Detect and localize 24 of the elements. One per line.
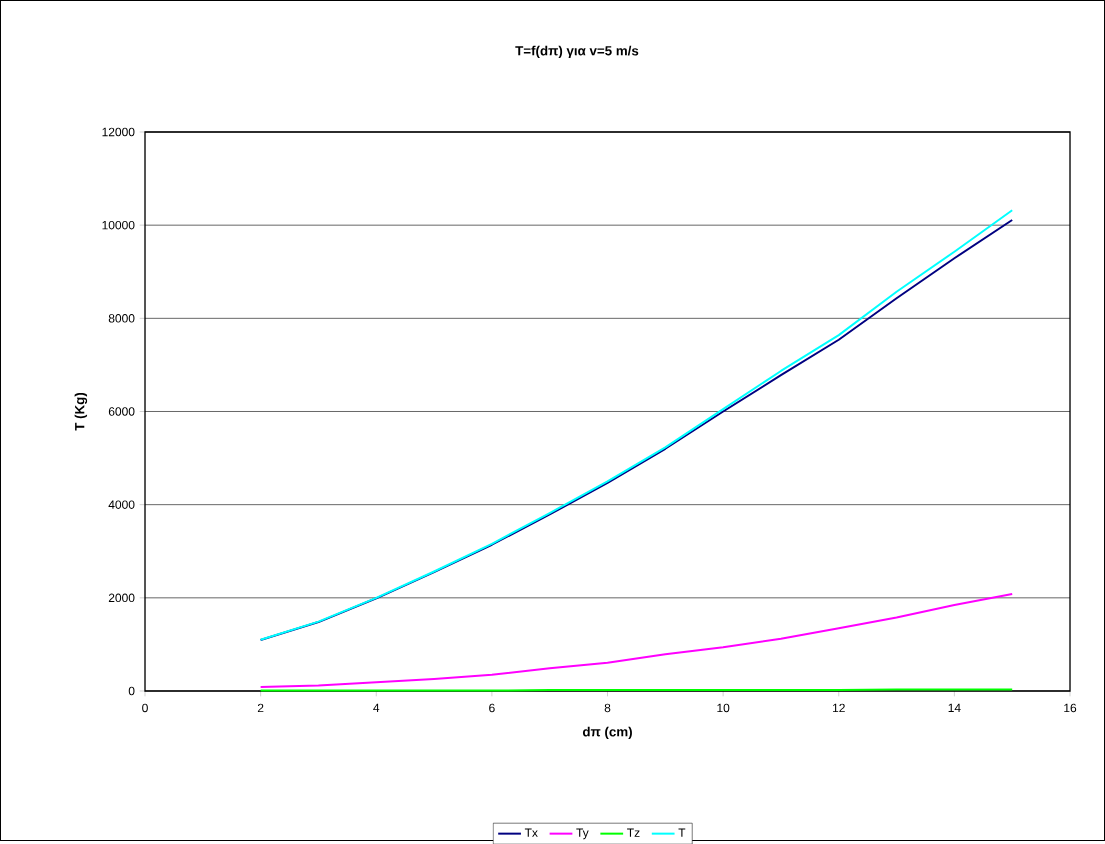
y-tick-label: 2000: [108, 593, 135, 602]
x-tick-label: 12: [833, 703, 845, 712]
x-axis-title: dπ (cm): [582, 726, 632, 739]
y-tick-label: 8000: [108, 313, 135, 323]
y-axis-title: T (Kg): [74, 392, 88, 431]
x-tick-label: 0: [142, 703, 148, 713]
y-tick-label: 0: [128, 686, 135, 696]
y-tick-label: 10000: [102, 220, 135, 230]
x-tick-label: 10: [717, 703, 730, 713]
legend-label: T: [678, 828, 686, 837]
x-tick-label: 16: [1064, 703, 1077, 713]
x-tick-label: 8: [604, 703, 611, 713]
y-tick-label: 4000: [108, 500, 135, 509]
legend-label: Tx: [524, 828, 538, 837]
x-tick-label: 4: [373, 703, 380, 712]
y-tick-label: 6000: [108, 407, 135, 416]
chart-title: T=f(dπ) για v=5 m/s: [515, 45, 639, 58]
legend-label: Tz: [627, 828, 640, 837]
y-tick-label: 12000: [102, 127, 135, 137]
x-tick-label: 14: [948, 703, 961, 712]
x-tick-label: 2: [257, 703, 264, 712]
legend-label: Ty: [576, 828, 589, 840]
line-series: [259, 592, 1014, 688]
x-tick-label: 6: [489, 703, 495, 713]
